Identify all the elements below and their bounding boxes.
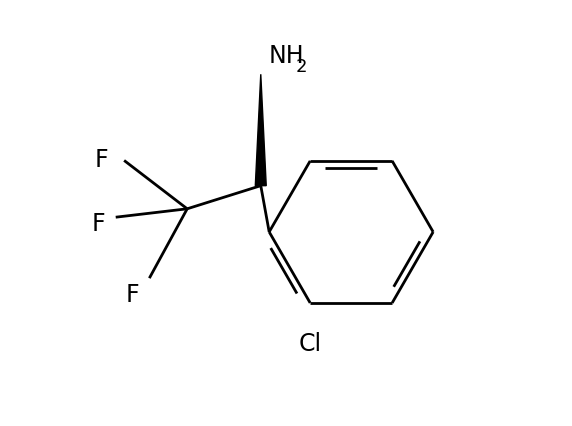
Text: 2: 2 [296, 58, 307, 76]
Text: NH: NH [268, 44, 304, 68]
Text: F: F [92, 212, 106, 236]
Text: F: F [126, 283, 140, 307]
Polygon shape [255, 74, 266, 186]
Text: Cl: Cl [299, 331, 321, 356]
Text: F: F [94, 148, 108, 173]
